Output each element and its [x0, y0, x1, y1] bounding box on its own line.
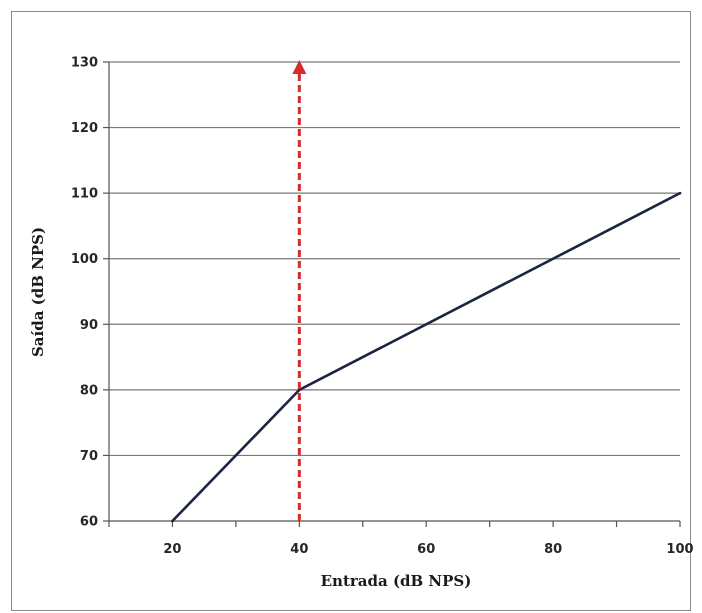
- y-tick-label-110: 110: [71, 187, 98, 202]
- x-tick-label-60: 60: [417, 542, 435, 557]
- y-tick-label-70: 70: [80, 449, 98, 464]
- series-layer: [171, 191, 682, 523]
- gridlines: [109, 61, 680, 457]
- x-axis-title: Entrada (dB NPS): [321, 572, 472, 590]
- y-tick-label-80: 80: [80, 383, 98, 398]
- data-point-40: [298, 388, 301, 392]
- y-tick-label-60: 60: [80, 515, 98, 530]
- axes: [103, 61, 681, 527]
- x-tick-label-100: 100: [666, 542, 693, 557]
- data-point-100: [678, 191, 682, 195]
- y-tick-label-120: 120: [71, 121, 98, 136]
- chart-frame: [11, 11, 691, 611]
- x-tick-label-40: 40: [290, 542, 308, 557]
- tick-labels: 60 70 80 90 100 110 120 130 20 40 60 80 100: [71, 56, 694, 558]
- y-axis-title: Saída (dB NPS): [29, 227, 47, 357]
- y-tick-label-100: 100: [71, 252, 98, 267]
- y-tick-label-90: 90: [80, 318, 98, 333]
- x-tick-label-80: 80: [544, 542, 562, 557]
- x-tick-label-20: 20: [163, 542, 181, 557]
- annotation-layer: [292, 60, 307, 521]
- data-point-20: [171, 519, 174, 523]
- series-line-0: [171, 191, 682, 523]
- y-tick-label-130: 130: [71, 56, 98, 71]
- annotation-arrowhead-0: [292, 60, 307, 74]
